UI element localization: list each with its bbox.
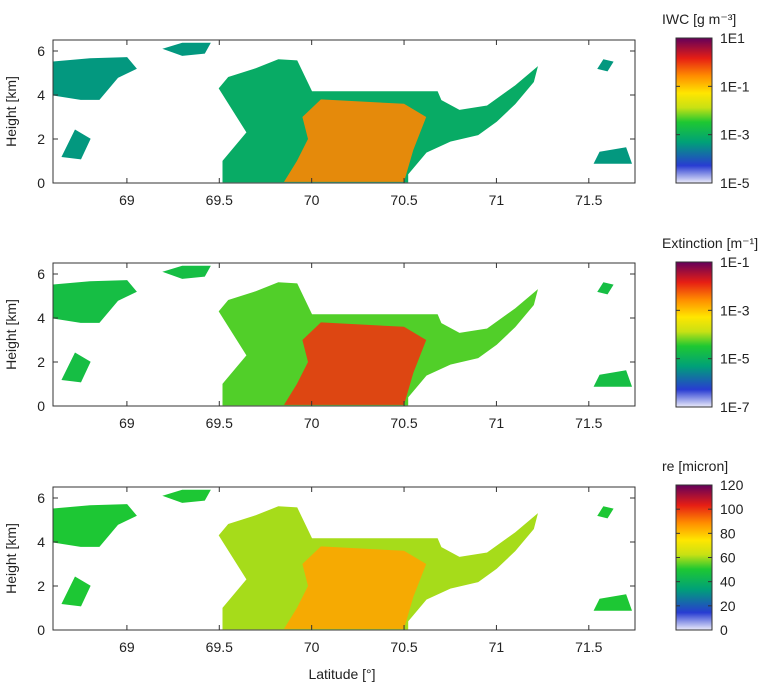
- cloud-left-low-patch: [61, 352, 91, 383]
- colorbar-tick-label: 1E-3: [720, 302, 750, 318]
- panel-re: 69 69.5 70 70.5 71 71.5 0 2 4 6 Height [km] re [mic…: [3, 458, 744, 655]
- y-tick-label: 0: [37, 398, 45, 414]
- colorbar-tick-label: 1E1: [720, 30, 745, 46]
- y-tick-label: 4: [37, 310, 45, 326]
- y-tick-label: 6: [37, 490, 45, 506]
- colorbar-tick-label: 1E-3: [720, 127, 750, 143]
- colorbar-tick-label: 1E-1: [720, 254, 750, 270]
- y-tick-label: 2: [37, 354, 45, 370]
- x-tick-label: 69.5: [206, 639, 233, 655]
- x-tick-label: 69.5: [206, 415, 233, 431]
- y-tick-label: 0: [37, 175, 45, 191]
- x-tick-label: 71.5: [575, 639, 602, 655]
- colorbar-label: re [micron]: [662, 458, 728, 474]
- x-tick-label: 69.5: [206, 192, 233, 208]
- colorbar-tick-label: 120: [720, 477, 744, 493]
- x-tick-label: 70: [304, 639, 320, 655]
- colorbar-tick-label: 20: [720, 598, 736, 614]
- y-axis-label: Height [km]: [3, 523, 19, 594]
- x-axis-label: Latitude [°]: [308, 666, 375, 682]
- colorbar-tick-label: 40: [720, 574, 736, 590]
- colorbar-label: Extinction [m⁻¹]: [662, 235, 758, 251]
- colorbar-tick-label: 0: [720, 622, 728, 638]
- plot-frame: [52, 262, 636, 407]
- y-tick-label: 2: [37, 578, 45, 594]
- plot-area: [53, 265, 633, 406]
- cloud-right-low-patch: [593, 370, 633, 387]
- colorbar-tick-label: 60: [720, 550, 736, 566]
- colorbar-tick-label: 100: [720, 501, 744, 517]
- cloud-left-low-patch: [61, 576, 91, 607]
- x-tick-label: 69: [119, 192, 135, 208]
- cloud-right-high-patch: [597, 506, 614, 519]
- cloud-right-low-patch: [593, 147, 633, 164]
- cloud-top-patch: [162, 42, 211, 56]
- cloud-core-region: [284, 322, 427, 405]
- y-tick-label: 2: [37, 131, 45, 147]
- x-tick-label: 71: [489, 415, 505, 431]
- y-tick-label: 4: [37, 87, 45, 103]
- colorbar: [675, 37, 713, 184]
- plot-area: [53, 42, 633, 183]
- plot-frame: [52, 486, 636, 631]
- colorbar: [675, 261, 713, 408]
- colorbar-tick-label: 1E-5: [720, 351, 750, 367]
- y-axis-label: Height [km]: [3, 76, 19, 147]
- colorbar-tick-label: 1E-7: [720, 399, 750, 415]
- cloud-core-region: [284, 99, 427, 182]
- y-tick-label: 0: [37, 622, 45, 638]
- cloud-upper-left-cloud: [53, 280, 137, 323]
- x-tick-label: 70: [304, 192, 320, 208]
- colorbar-tick-label: 80: [720, 525, 736, 541]
- panel-extinction: 69 69.5 70 70.5 71 71.5 0 2 4 6 Height [km] Extinct…: [3, 235, 758, 431]
- panel-iwc: 69 69.5 70 70.5 71 71.5 0 2 4 6 Height [km] IWC [g …: [3, 11, 750, 208]
- cloud-left-low-patch: [61, 129, 91, 160]
- plot-frame: [52, 39, 636, 184]
- x-tick-label: 71: [489, 639, 505, 655]
- plot-area: [53, 489, 633, 630]
- x-tick-label: 71.5: [575, 192, 602, 208]
- y-axis-label: Height [km]: [3, 299, 19, 370]
- cloud-right-high-patch: [597, 59, 614, 72]
- y-tick-label: 6: [37, 43, 45, 59]
- colorbar-label: IWC [g m⁻³]: [662, 11, 736, 27]
- cloud-top-patch: [162, 265, 211, 279]
- colorbar-tick-label: 1E-1: [720, 78, 750, 94]
- cloud-right-low-patch: [593, 594, 633, 611]
- colorbar: [675, 484, 713, 631]
- cloud-core-region: [284, 546, 427, 629]
- cloud-upper-left-cloud: [53, 57, 137, 100]
- y-tick-label: 6: [37, 266, 45, 282]
- colorbar-tick-label: 1E-5: [720, 175, 750, 191]
- x-tick-label: 69: [119, 639, 135, 655]
- cloud-top-patch: [162, 489, 211, 503]
- x-tick-label: 71.5: [575, 415, 602, 431]
- y-tick-label: 4: [37, 534, 45, 550]
- cloud-upper-left-cloud: [53, 504, 137, 547]
- x-tick-label: 70.5: [390, 639, 417, 655]
- cloud-right-high-patch: [597, 282, 614, 295]
- x-tick-label: 69: [119, 415, 135, 431]
- x-tick-label: 70.5: [390, 192, 417, 208]
- x-tick-label: 71: [489, 192, 505, 208]
- x-tick-label: 70: [304, 415, 320, 431]
- panels-group: 69 69.5 70 70.5 71 71.5 0 2 4 6 Height [km] IWC [g …: [3, 11, 758, 655]
- x-tick-label: 70.5: [390, 415, 417, 431]
